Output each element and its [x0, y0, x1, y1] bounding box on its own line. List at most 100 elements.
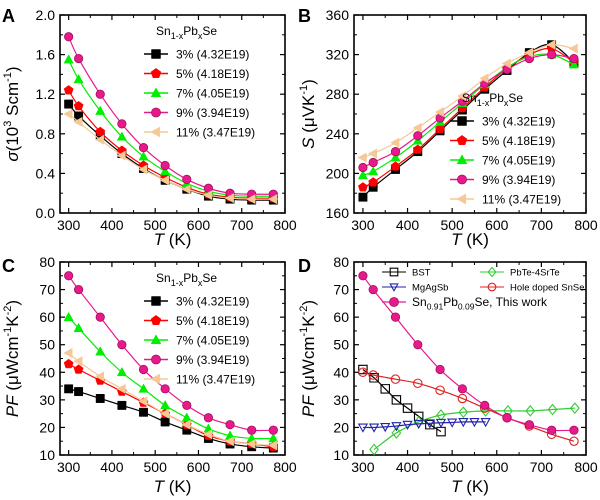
data-point — [380, 422, 391, 433]
data-point — [391, 422, 402, 432]
x-tick-label: 800 — [574, 217, 598, 233]
data-point — [203, 429, 213, 440]
legend-marker — [150, 87, 162, 98]
legend-entry: PbTe-4SrTe — [480, 266, 560, 279]
x-tick-label: 600 — [187, 217, 211, 233]
y-axis-symbol: S — [299, 137, 318, 149]
data-point — [390, 137, 400, 148]
x-tick-label: 800 — [574, 459, 598, 475]
legend-title-part: Pb — [489, 91, 504, 105]
legend-label: PbTe-4SrTe — [510, 268, 560, 279]
series-4 — [357, 39, 578, 163]
data-point — [267, 194, 278, 205]
legend-marker — [457, 174, 467, 185]
y-tick-label: 80 — [39, 254, 55, 270]
series-2 — [63, 311, 279, 443]
legend-title-sub: 1-x — [171, 31, 184, 41]
x-tick-label: 400 — [100, 217, 124, 233]
data-point — [73, 356, 83, 367]
legend-entry: 9% (3.94E19) — [144, 106, 249, 120]
legend-marker — [487, 282, 497, 292]
data-point — [73, 100, 84, 111]
data-point — [225, 420, 235, 430]
x-tick-label: 400 — [100, 459, 124, 475]
legend-label: MgAgSb — [412, 283, 448, 294]
data-point — [457, 393, 468, 404]
y-tick-label: 20 — [333, 419, 349, 435]
x-tick-label: 700 — [230, 459, 254, 475]
legend-label-sub: 0.09 — [458, 302, 475, 312]
legend-marker — [389, 283, 399, 292]
series-line — [362, 421, 486, 429]
legend-marker — [456, 193, 467, 205]
y-tick-label: 40 — [39, 364, 55, 380]
data-point — [368, 423, 380, 433]
data-point — [116, 150, 126, 161]
legend-title-sub: 1-x — [171, 278, 184, 288]
data-point — [160, 160, 170, 171]
data-point — [64, 271, 74, 281]
y-axis-title: PF (μWcm-1K-2) — [298, 300, 318, 417]
x-tick-label: 800 — [273, 459, 297, 475]
data-point — [412, 144, 423, 154]
legend-label-part: Pb — [443, 295, 458, 309]
legend-label: 3% (4.32E19) — [176, 48, 249, 62]
data-point — [73, 74, 84, 84]
data-point — [73, 116, 83, 127]
data-point — [203, 190, 213, 201]
legend-entry: 3% (4.32E19) — [450, 115, 555, 129]
legend-entry: 11% (3.47E19) — [450, 193, 561, 207]
legend-label: 5% (4.18E19) — [176, 314, 249, 328]
chart-panel-A: A 300 400 500 600 700 800 0.0 0.4 0.8 1.2 1.6 2.0 T (… — [2, 6, 297, 249]
data-point — [435, 123, 445, 134]
data-point — [480, 418, 491, 428]
data-point — [547, 425, 557, 435]
legend-title-sub: x — [198, 278, 203, 288]
legend-marker — [151, 296, 161, 306]
data-point — [390, 161, 401, 171]
y-tick-label: 0.4 — [36, 165, 56, 181]
legend-label: 3% (4.32E19) — [176, 295, 249, 309]
y-tick-label: 360 — [326, 7, 350, 23]
data-point — [74, 53, 84, 64]
x-tick-label: 400 — [396, 459, 420, 475]
data-point — [138, 364, 149, 375]
panel-letter: D — [298, 256, 311, 276]
data-point — [434, 106, 444, 118]
y-axis-unit: (10 — [3, 127, 22, 152]
data-point — [224, 436, 234, 447]
data-point — [267, 440, 278, 451]
legend-title-part: Sn — [156, 24, 171, 38]
series-line — [362, 371, 575, 442]
y-axis-exponent: -1 — [298, 327, 310, 337]
data-point — [95, 126, 106, 136]
data-point — [501, 58, 511, 69]
data-point — [203, 413, 214, 423]
data-point — [116, 383, 126, 394]
panel-letter: C — [2, 256, 15, 276]
x-axis-title: T (K) — [451, 477, 489, 496]
data-point — [391, 395, 402, 405]
data-point — [357, 170, 368, 180]
data-point — [358, 271, 368, 281]
y-axis-close: ) — [299, 300, 318, 306]
y-axis-title: PF (μWcm-1K-2) — [2, 300, 22, 417]
y-axis-title: S (μVK-1) — [298, 79, 318, 149]
y-axis-title: σ(103 Scm-1) — [2, 66, 22, 161]
legend-entry: 5% (4.18E19) — [144, 314, 249, 328]
legend-title-part: Se — [202, 271, 217, 285]
data-point — [358, 192, 368, 202]
series-2 — [357, 418, 491, 433]
legend-label-part: Se, This work — [474, 295, 547, 309]
legend-label: BST — [412, 268, 431, 279]
y-axis-exponent: 3 — [2, 121, 14, 127]
x-tick-label: 300 — [351, 217, 375, 233]
x-tick-label: 500 — [144, 217, 168, 233]
legend-label: 5% (4.18E19) — [482, 134, 555, 148]
data-point — [435, 364, 445, 375]
y-tick-label: 320 — [326, 47, 350, 63]
data-point — [412, 122, 422, 133]
data-point — [569, 425, 579, 435]
y-tick-label: 50 — [39, 337, 55, 353]
series-3 — [358, 49, 579, 173]
